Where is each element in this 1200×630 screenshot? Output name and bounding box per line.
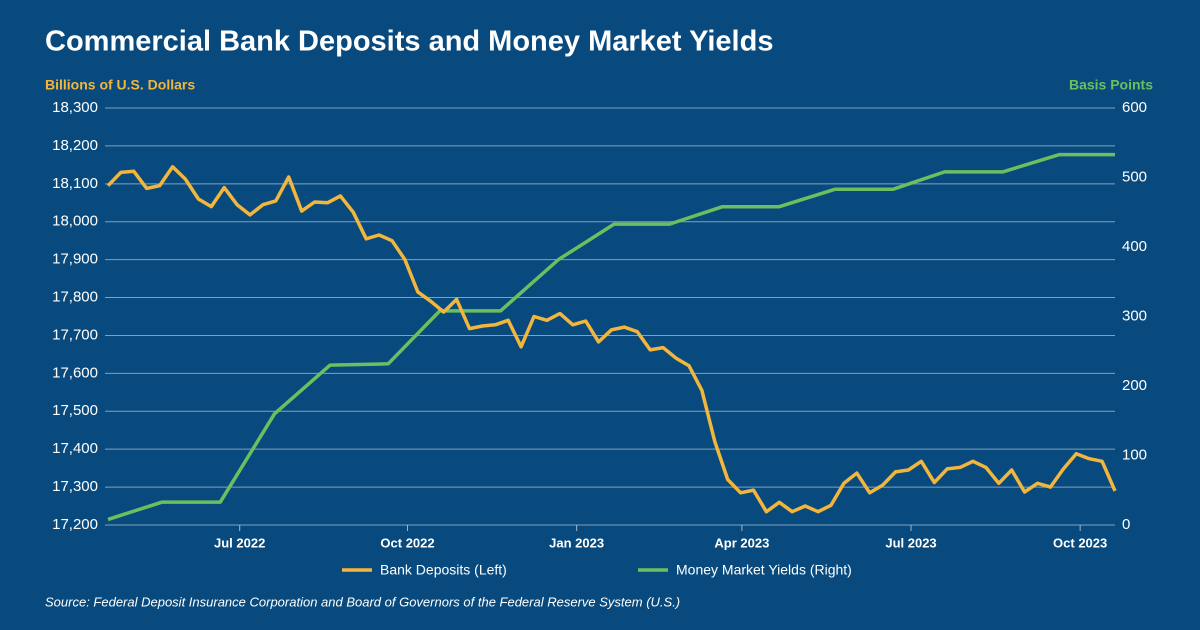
y-tick-label: 17,400	[52, 440, 98, 457]
y2-tick-label: 600	[1122, 99, 1147, 116]
x-tick-label: Jul 2022	[214, 535, 265, 550]
y-tick-label: 17,600	[52, 364, 98, 381]
series-line	[107, 152, 1115, 522]
source-note: Source: Federal Deposit Insurance Corpor…	[45, 594, 680, 609]
legend-label: Bank Deposits (Left)	[380, 562, 507, 578]
y-tick-label: 17,800	[52, 289, 98, 306]
y2-tick-label: 300	[1122, 307, 1147, 324]
y-tick-label: 17,700	[52, 326, 98, 343]
y2-tick-label: 400	[1122, 238, 1147, 255]
chart-title: Commercial Bank Deposits and Money Marke…	[45, 26, 773, 58]
y-tick-label: 17,500	[52, 402, 98, 419]
y-tick-label: 18,000	[52, 213, 98, 230]
x-tick-label: Oct 2023	[1053, 535, 1107, 550]
y-axis-label: Billions of U.S. Dollars	[45, 77, 195, 93]
legend-label: Money Market Yields (Right)	[676, 562, 852, 578]
y-tick-label: 18,100	[52, 175, 98, 192]
series-line	[106, 165, 1117, 514]
x-tick-label: Jul 2023	[885, 535, 936, 550]
y-tick-label: 17,300	[52, 478, 98, 495]
x-tick-label: Jan 2023	[549, 535, 604, 550]
y-tick-label: 18,300	[52, 99, 98, 116]
y2-tick-label: 100	[1122, 446, 1147, 463]
y-tick-label: 18,200	[52, 137, 98, 154]
y2-tick-label: 0	[1122, 516, 1130, 533]
x-tick-label: Apr 2023	[714, 535, 769, 550]
y-tick-label: 17,900	[52, 251, 98, 268]
x-tick-label: Oct 2022	[380, 535, 434, 550]
y-tick-label: 17,200	[52, 516, 98, 533]
y2-axis-label: Basis Points	[1069, 77, 1153, 93]
y2-tick-label: 500	[1122, 168, 1147, 185]
y2-tick-label: 200	[1122, 377, 1147, 394]
